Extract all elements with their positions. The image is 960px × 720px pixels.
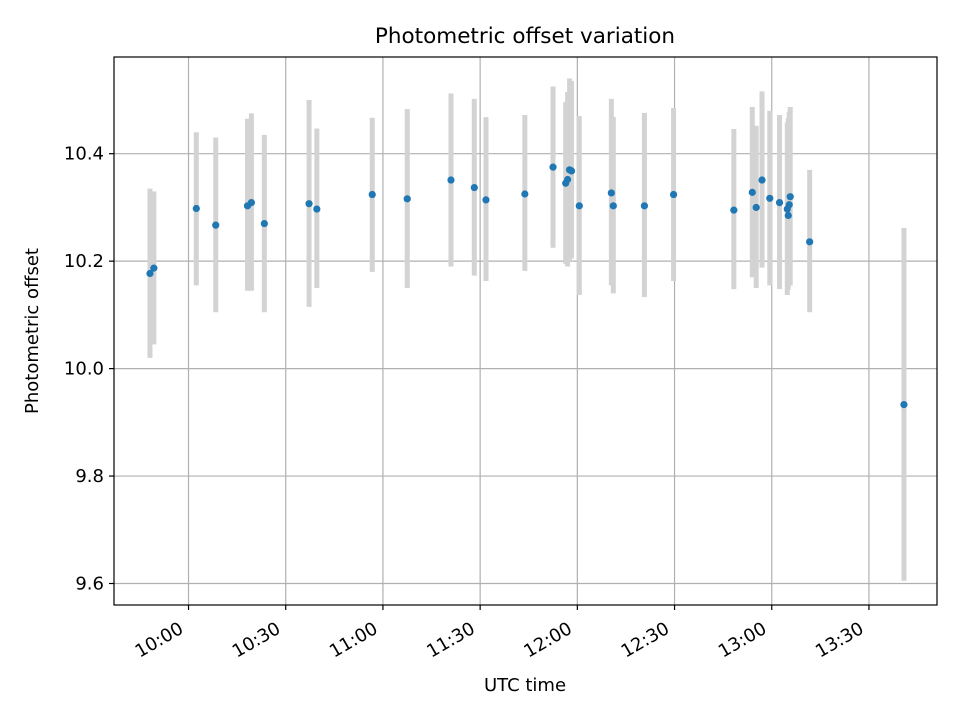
data-point [609,202,617,210]
data-point [900,401,908,409]
data-point [192,204,200,213]
x-axis-label: UTC time [484,675,566,696]
data-point [305,200,313,208]
data-point [368,190,376,199]
data-point [669,190,678,199]
data-point [247,198,255,207]
y-tick-label: 10.2 [64,251,104,272]
data-point [775,198,784,207]
data-point [784,211,792,220]
data-point [758,176,766,184]
data-point [567,167,576,175]
data-point [766,194,774,202]
data-point [470,183,478,192]
data-point [313,205,321,213]
data-point [521,190,529,198]
data-point [403,195,411,203]
chart-title: Photometric offset variation [375,24,675,49]
data-point [752,203,760,212]
data-point [564,175,572,184]
y-axis-label: Photometric offset [22,248,43,414]
data-point [482,196,490,204]
y-axis-ticks: 9.6 9.8 10.0 10.2 10.4 [64,144,114,595]
data-point [640,202,649,210]
data-point [260,219,268,228]
data-point [549,163,557,171]
y-tick-label: 10.4 [64,144,104,165]
data-point [146,269,154,278]
data-point [575,202,583,210]
data-point [806,238,814,246]
data-point [212,221,220,229]
data-point [607,189,615,197]
data-point [730,206,738,214]
y-tick-label: 10.0 [64,359,104,380]
data-point [748,188,756,196]
data-markers [146,163,908,409]
data-point [447,176,455,184]
grid [114,57,937,605]
y-tick-label: 9.8 [75,466,104,487]
data-point [150,264,158,272]
y-tick-label: 9.6 [75,574,104,595]
data-point [786,193,794,201]
data-point [785,201,793,209]
plot-frame [113,56,938,606]
